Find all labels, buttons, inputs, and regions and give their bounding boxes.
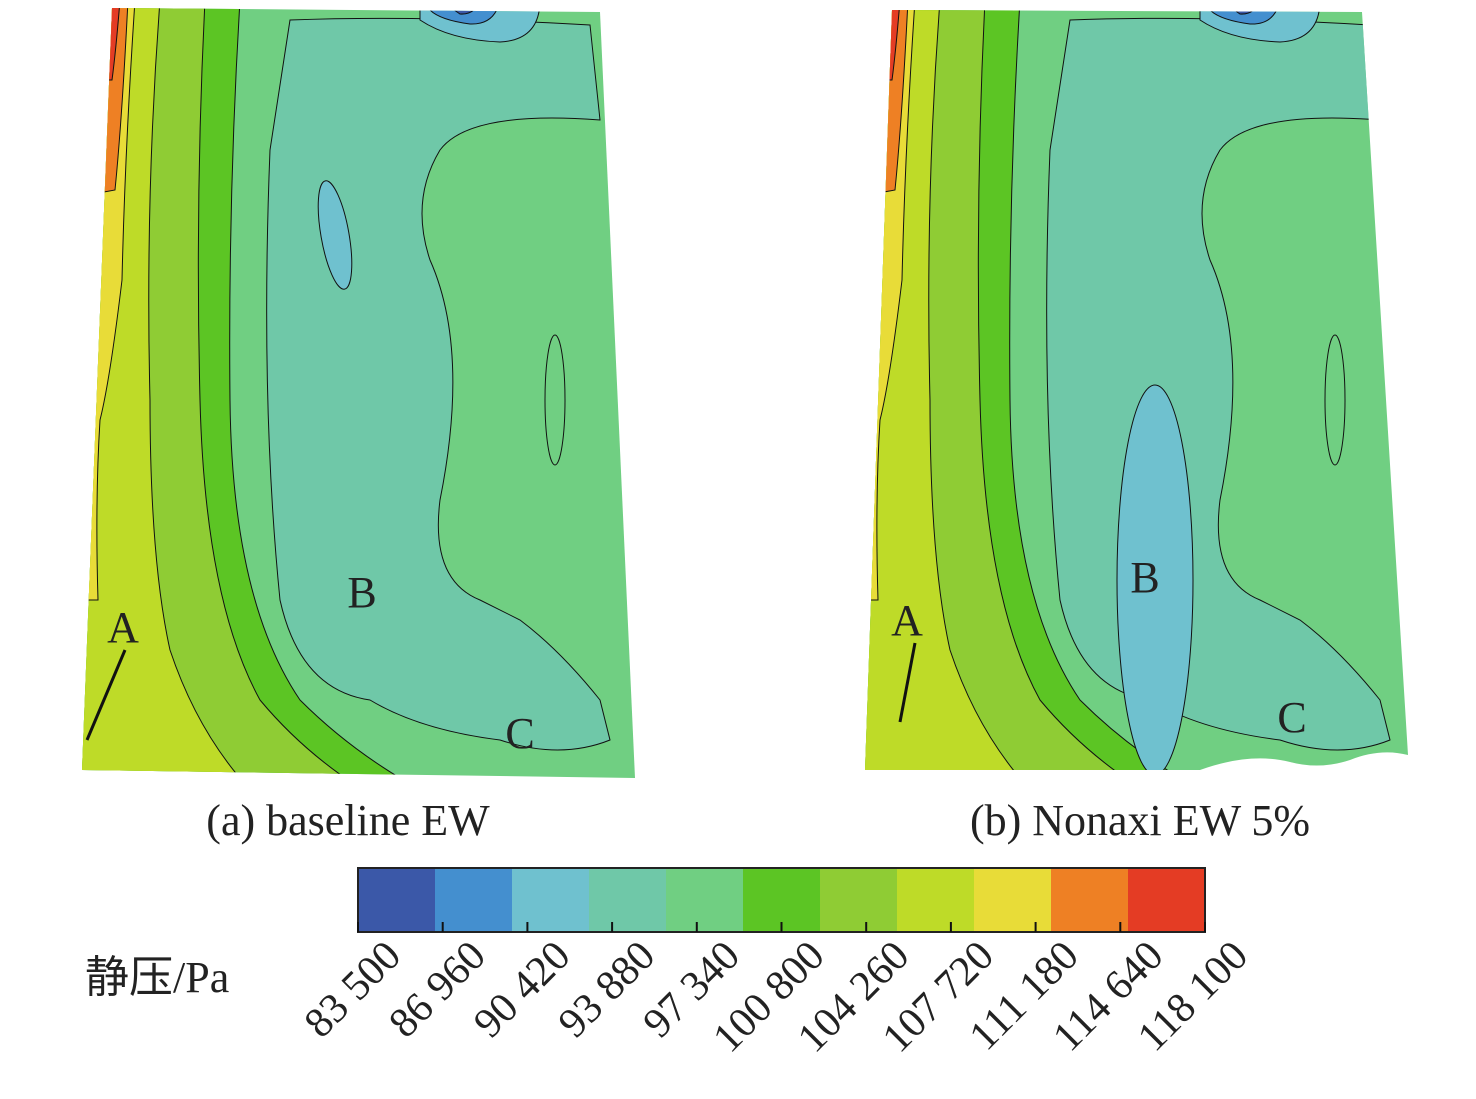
annotation-c: C	[1277, 693, 1306, 742]
annotation-b: B	[1130, 553, 1159, 602]
colorbar-tick-label: 93 880	[550, 933, 664, 1047]
colorbar-cell	[1128, 868, 1206, 932]
contour-level-90420-spot	[317, 180, 353, 290]
colorbar-label: 静压/Pa	[85, 953, 229, 1002]
annotation-a: A	[107, 603, 139, 652]
annotation-c: C	[505, 709, 534, 758]
annotation-a-pointer	[85, 649, 127, 741]
colorbar-cell	[1051, 868, 1129, 932]
contour-line	[1324, 334, 1346, 466]
caption-b: (b) Nonaxi EW 5%	[970, 796, 1310, 845]
colorbar-cell	[589, 868, 667, 932]
colorbar-cell	[743, 868, 821, 932]
colorbar-cell	[435, 868, 513, 932]
contour-level-93880	[266, 17, 611, 751]
contour-line	[544, 334, 566, 466]
annotations-a: A B C	[85, 568, 535, 758]
colorbar-cell	[512, 868, 590, 932]
colorbar-cell	[897, 868, 975, 932]
contour-level-118100	[82, 8, 121, 81]
colorbar-cell	[820, 868, 898, 932]
contour-level-118100	[865, 10, 901, 81]
annotation-b: B	[347, 568, 376, 617]
colorbar-cell	[666, 868, 744, 932]
contour-panel-b	[865, 10, 1408, 770]
colorbar-cell	[974, 868, 1052, 932]
contour-level-90420-spot	[1116, 384, 1194, 770]
caption-a: (a) baseline EW	[206, 796, 490, 845]
colorbar-tick-label: 83 500	[296, 933, 410, 1047]
annotation-a: A	[891, 596, 923, 645]
colorbar-tick-label: 86 960	[381, 933, 495, 1047]
colorbar-cell	[358, 868, 436, 932]
colorbar-tick-label: 90 420	[465, 933, 579, 1047]
annotation-a-pointer	[898, 642, 917, 723]
contour-panel-a	[82, 8, 635, 778]
annotations-b: A B C	[891, 553, 1307, 742]
